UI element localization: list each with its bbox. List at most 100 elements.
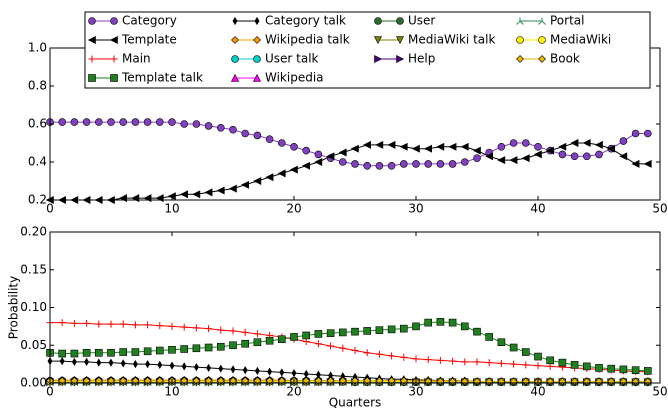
marker [497,156,506,165]
marker [595,150,603,159]
marker [279,368,285,377]
marker [131,376,140,385]
marker [277,139,286,147]
marker [120,359,126,368]
marker [289,165,298,174]
marker [387,140,396,149]
marker [516,17,524,25]
marker [607,364,616,373]
marker [192,190,201,199]
marker [231,73,239,82]
marker [546,146,555,155]
marker [119,376,128,385]
marker [388,352,396,360]
marker [449,357,457,365]
marker [87,36,96,44]
marker [314,150,323,159]
marker [363,327,372,335]
marker [538,36,546,44]
marker [326,376,335,385]
marker [107,320,115,328]
marker [374,17,382,25]
marker [180,190,188,199]
marker [145,360,151,369]
marker [204,188,213,197]
marker [631,159,640,168]
marker [570,152,579,161]
marker [216,376,225,385]
marker [231,36,239,44]
marker [231,55,239,63]
marker [619,152,628,161]
marker [156,118,164,126]
legend-label: Help [408,52,435,66]
marker [509,139,518,147]
marker [70,349,79,358]
marker [94,376,103,385]
y-tick-label: 0.20 [20,225,47,239]
marker [448,318,457,327]
marker [521,154,530,163]
marker [254,16,260,26]
marker [119,320,127,328]
marker [424,160,433,168]
marker [521,348,530,356]
marker [314,340,322,348]
marker [522,361,530,369]
marker [534,362,542,370]
marker [131,321,139,329]
marker [204,343,213,352]
marker [229,327,237,335]
marker [144,321,152,329]
x-tick-label: 20 [286,385,301,399]
marker [96,358,102,367]
marker [119,348,127,356]
marker [436,142,445,151]
marker [267,367,273,376]
marker [95,320,103,328]
marker [363,140,372,149]
marker [82,118,91,126]
legend: Category Template Main Template talk Categor… [84,11,651,89]
marker [399,376,408,385]
marker [570,361,579,369]
marker [412,355,420,363]
marker [424,356,432,364]
marker [582,362,591,371]
marker [204,376,213,385]
marker [631,366,640,374]
marker [448,142,457,151]
marker [619,365,628,374]
x-tick-label: 10 [164,385,179,399]
marker [253,55,261,63]
marker [302,331,311,340]
marker [193,363,199,372]
marker [510,360,518,368]
marker [58,118,67,126]
marker [143,347,152,356]
marker [277,335,286,344]
marker [326,152,335,161]
legend-label: Portal [550,14,584,28]
marker [643,129,652,138]
marker [71,357,77,366]
marker [143,118,152,126]
plot-area [50,232,660,383]
y-tick-label: 0.05 [20,338,47,352]
marker [460,142,469,151]
marker [387,162,396,170]
marker [546,356,555,365]
marker [570,139,579,147]
marker [131,348,140,356]
marker [436,356,444,364]
marker [168,118,176,126]
marker [180,345,188,353]
marker [351,327,359,336]
marker [204,122,213,130]
marker [168,345,176,354]
marker [558,358,567,367]
marker [253,73,261,82]
marker [131,118,140,126]
marker [88,55,96,63]
marker [351,160,359,168]
